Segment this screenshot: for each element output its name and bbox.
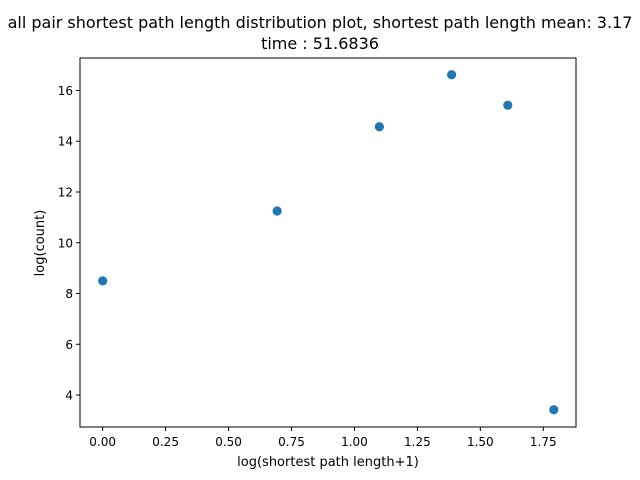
x-tick-label: 1.50 — [467, 435, 494, 449]
plot-frame — [79, 57, 577, 428]
y-tick-label: 10 — [58, 236, 73, 250]
data-point — [374, 122, 384, 132]
chart-title-line2: time : 51.6836 — [261, 34, 379, 53]
x-tick-label: 1.25 — [404, 435, 431, 449]
y-tick-label: 8 — [65, 287, 73, 301]
y-tick-label: 6 — [65, 338, 73, 352]
x-tick-label: 1.75 — [530, 435, 557, 449]
data-point — [272, 206, 282, 216]
chart-title-line1: all pair shortest path length distributi… — [8, 13, 633, 32]
data-point — [503, 100, 513, 110]
x-tick-label: 0.00 — [89, 435, 116, 449]
y-tick-label: 14 — [58, 135, 73, 149]
data-point — [549, 405, 559, 415]
data-point — [98, 276, 108, 286]
y-tick-label: 4 — [65, 389, 73, 403]
y-tick-label: 16 — [58, 84, 73, 98]
x-tick-label: 0.75 — [278, 435, 305, 449]
y-axis-label: log(count) — [33, 210, 48, 277]
x-tick-label: 0.25 — [152, 435, 179, 449]
data-point — [447, 70, 457, 80]
plot-area: 0.00 0.25 0.50 0.75 1.00 1.25 1.50 1.75 4 6 8 10 12 1… — [58, 70, 559, 449]
x-tick-label: 1.00 — [341, 435, 368, 449]
x-axis-label: log(shortest path length+1) — [237, 455, 419, 470]
y-tick-label: 12 — [58, 185, 73, 199]
x-tick-label: 0.50 — [215, 435, 242, 449]
